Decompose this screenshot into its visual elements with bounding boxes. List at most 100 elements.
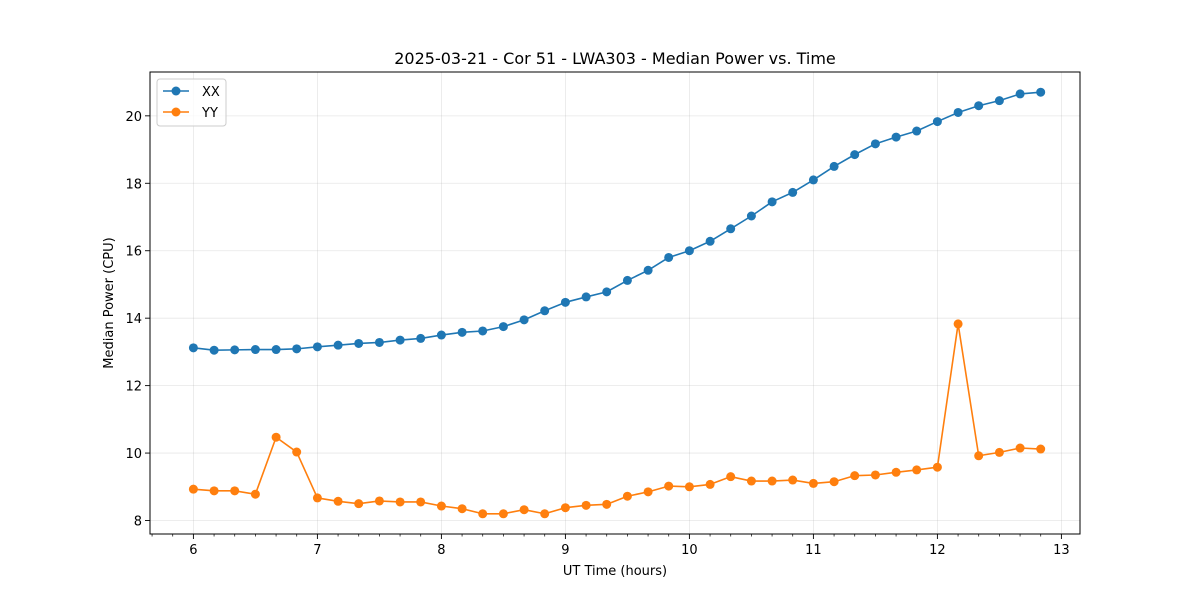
data-point-xx: [581, 292, 591, 302]
data-point-xx: [726, 224, 736, 234]
data-point-xx: [1036, 87, 1046, 97]
data-point-xx: [622, 275, 632, 285]
plot-area-frame: [149, 71, 1081, 535]
x-tick-label: 12: [929, 543, 946, 558]
x-tick-label: 8: [437, 543, 445, 558]
data-point-yy: [230, 486, 240, 496]
data-point-xx: [932, 117, 942, 127]
data-point-xx: [994, 96, 1004, 106]
data-point-yy: [829, 477, 839, 487]
data-point-yy: [395, 497, 405, 507]
data-point-xx: [498, 322, 508, 332]
data-point-xx: [1015, 89, 1025, 99]
data-point-yy: [705, 479, 715, 489]
data-point-yy: [1036, 444, 1046, 454]
data-point-xx: [374, 337, 384, 347]
data-point-yy: [292, 447, 302, 457]
data-point-xx: [974, 101, 984, 111]
data-point-xx: [664, 252, 674, 262]
data-point-yy: [684, 482, 694, 492]
data-point-yy: [602, 499, 612, 509]
gridlines: [150, 72, 1080, 534]
data-point-xx: [602, 287, 612, 297]
data-point-xx: [891, 132, 901, 142]
data-point-xx: [912, 126, 922, 136]
legend-xx-label: XX: [202, 85, 220, 100]
data-point-yy: [209, 486, 219, 496]
y-axis-label: Median Power (CPU): [102, 237, 117, 368]
data-point-yy: [622, 491, 632, 501]
x-tick-label: 13: [1053, 543, 1070, 558]
data-point-yy: [416, 497, 426, 507]
data-point-yy: [374, 496, 384, 506]
data-point-xx: [271, 345, 281, 355]
data-point-yy: [746, 476, 756, 486]
x-axis-label: UT Time (hours): [563, 564, 667, 579]
data-point-xx: [870, 139, 880, 149]
y-tick-label: 16: [125, 245, 142, 260]
data-point-yy: [540, 509, 550, 519]
data-point-xx: [188, 343, 198, 353]
data-point-yy: [519, 505, 529, 515]
data-point-yy: [953, 319, 963, 329]
data-point-yy: [250, 489, 260, 499]
data-point-xx: [705, 236, 715, 246]
x-tick-label: 6: [189, 543, 197, 558]
data-point-xx: [684, 246, 694, 256]
data-point-yy: [581, 500, 591, 510]
series-line-yy: [193, 323, 1041, 515]
data-point-yy: [767, 476, 777, 486]
y-tick-label: 10: [125, 447, 142, 462]
data-point-yy: [560, 503, 570, 513]
data-point-yy: [664, 481, 674, 491]
data-point-xx: [354, 338, 364, 348]
legend-yy-marker: [171, 107, 181, 117]
x-tick-label: 10: [681, 543, 698, 558]
y-tick-label: 14: [125, 312, 142, 327]
data-point-xx: [829, 161, 839, 171]
data-point-yy: [333, 496, 343, 506]
data-point-xx: [850, 150, 860, 160]
data-point-yy: [271, 432, 281, 442]
data-point-xx: [767, 197, 777, 207]
data-point-xx: [808, 175, 818, 185]
data-point-xx: [478, 326, 488, 336]
y-tick-label: 18: [125, 177, 142, 192]
data-point-yy: [891, 467, 901, 477]
x-tick-label: 9: [561, 543, 569, 558]
data-point-xx: [312, 342, 322, 352]
data-point-yy: [912, 465, 922, 475]
data-point-yy: [188, 484, 198, 494]
data-point-xx: [416, 333, 426, 343]
data-point-xx: [250, 345, 260, 355]
axis-ticks: 6 7 8 9 10 11 12 13 8 10 12 14 16 18 20: [125, 110, 1069, 558]
data-point-xx: [230, 345, 240, 355]
y-tick-label: 8: [134, 515, 142, 530]
data-point-yy: [498, 509, 508, 519]
data-point-xx: [292, 344, 302, 354]
data-point-yy: [974, 451, 984, 461]
data-point-xx: [395, 335, 405, 345]
data-point-xx: [540, 306, 550, 316]
legend: XX YY: [156, 78, 227, 127]
legend-xx-marker: [171, 86, 181, 96]
data-point-xx: [209, 345, 219, 355]
legend-yy-label: YY: [201, 106, 218, 121]
data-point-xx: [519, 315, 529, 325]
data-point-yy: [436, 501, 446, 511]
x-tick-label: 7: [313, 543, 321, 558]
data-point-xx: [457, 327, 467, 337]
y-tick-label: 12: [125, 380, 142, 395]
data-point-yy: [457, 504, 467, 514]
y-tick-label: 20: [125, 110, 142, 125]
data-point-yy: [354, 499, 364, 509]
data-point-xx: [643, 265, 653, 275]
data-point-xx: [560, 297, 570, 307]
data-point-yy: [808, 478, 818, 488]
data-point-yy: [643, 487, 653, 497]
data-point-yy: [312, 493, 322, 503]
data-point-yy: [478, 509, 488, 519]
data-point-xx: [953, 107, 963, 117]
series-layer: [188, 87, 1046, 519]
